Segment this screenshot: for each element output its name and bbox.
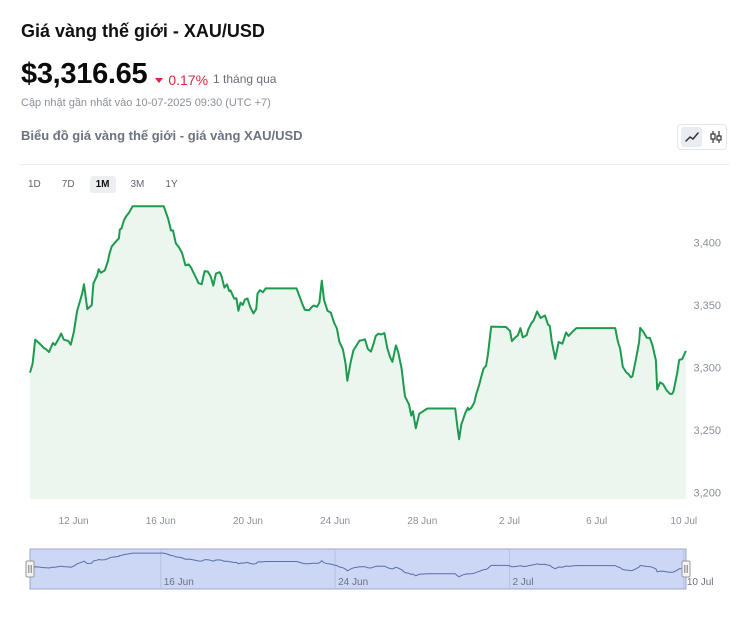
header-divider [20, 164, 730, 165]
y-tick-label: 3,200 [693, 488, 721, 500]
page-title: Giá vàng thế giới - XAU/USD [21, 21, 265, 41]
x-tick-label: 6 Jul [586, 516, 607, 527]
x-tick-label: 16 Jun [146, 516, 176, 527]
x-tick-label: 28 Jun [407, 516, 437, 527]
range-1m[interactable]: 1M [89, 176, 116, 193]
price-summary: $3,316.65 0.17% 1 tháng qua [21, 58, 276, 91]
x-tick-label: 12 Jun [59, 516, 89, 527]
price-line [29, 205, 687, 441]
current-price: $3,316.65 [21, 58, 148, 90]
navigator-left-handle[interactable] [25, 560, 35, 578]
navigator-label: 16 Jun [164, 577, 194, 588]
range-7d[interactable]: 7D [61, 179, 75, 190]
time-range-selector: 1D 7D 1M 3M 1Y [22, 176, 193, 193]
navigator-right-handle[interactable] [681, 560, 691, 578]
main-plot: 3,400 3,350 3,300 3,250 3,200 12 Jun 16 Jun 20 … [29, 205, 721, 527]
range-1d[interactable]: 1D [28, 179, 41, 190]
line-chart-icon [684, 132, 699, 142]
navigator-window[interactable] [29, 548, 687, 590]
navigator-label: 2 Jul [512, 577, 533, 588]
down-arrow-icon [155, 78, 164, 83]
range-1y[interactable]: 1Y [165, 179, 178, 190]
change-period: 1 tháng qua [213, 72, 277, 86]
y-tick-label: 3,300 [693, 363, 721, 375]
y-tick-label: 3,400 [693, 238, 721, 250]
last-updated: Cập nhật gần nhất vào 10-07-2025 09:30 (… [21, 97, 271, 109]
price-area [30, 206, 686, 500]
price-change: 0.17% [155, 72, 208, 88]
change-percent: 0.17% [168, 71, 209, 88]
navigator: 16 Jun 24 Jun 2 Jul 10 Jul [25, 548, 714, 590]
navigator-line [29, 552, 686, 578]
candlestick-button[interactable] [705, 127, 726, 147]
y-tick-label: 3,250 [693, 425, 721, 437]
range-3m[interactable]: 3M [130, 179, 145, 190]
navigator-label: 10 Jul [687, 577, 714, 588]
chart-title: Biểu đồ giá vàng thế giới - giá vàng XAU… [21, 128, 303, 143]
x-tick-label: 20 Jun [233, 516, 263, 527]
x-tick-label: 10 Jul [670, 516, 697, 527]
navigator-label: 24 Jun [338, 577, 368, 588]
chart-type-toggle [677, 124, 727, 150]
candlestick-icon [709, 131, 722, 143]
x-tick-label: 2 Jul [499, 516, 520, 527]
x-tick-label: 24 Jun [320, 516, 350, 527]
line-chart-button[interactable] [681, 127, 702, 147]
y-tick-label: 3,350 [693, 300, 721, 312]
